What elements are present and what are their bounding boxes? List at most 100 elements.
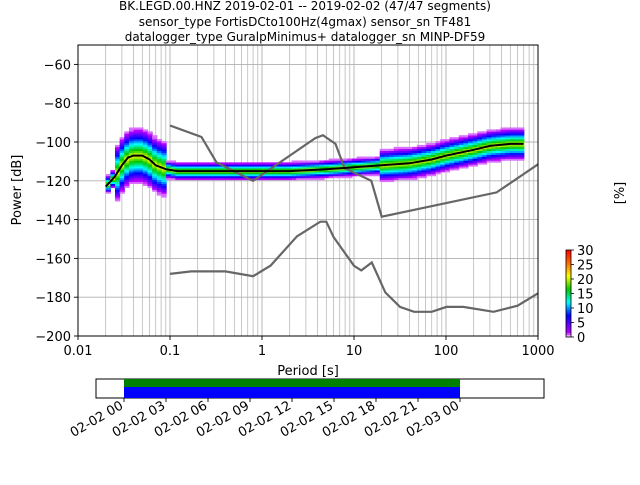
histogram-cell (119, 152, 125, 155)
histogram-cell (156, 191, 163, 194)
histogram-cell (342, 164, 348, 167)
histogram-cell (124, 141, 130, 144)
histogram-cell (328, 164, 334, 167)
histogram-cell (347, 168, 353, 171)
histogram-cell (124, 152, 130, 155)
histogram-cell (245, 174, 251, 177)
histogram-cell (147, 152, 153, 155)
histogram-cell (114, 191, 121, 194)
histogram-cell (263, 177, 269, 181)
histogram-cell (198, 175, 204, 179)
histogram-cell (161, 164, 167, 167)
grid (77, 45, 538, 337)
histogram-cell (477, 154, 483, 157)
histogram-cell (249, 174, 255, 177)
histogram-cell (249, 175, 255, 179)
histogram-cell (347, 162, 353, 165)
histogram-cell (416, 170, 423, 173)
histogram-cell (128, 144, 135, 148)
histogram-cell (305, 166, 311, 169)
histogram-cell (128, 142, 135, 146)
histogram-cell (509, 137, 516, 140)
histogram-cell (500, 156, 506, 159)
histogram-cell (407, 150, 413, 153)
histogram-cell (147, 142, 153, 146)
histogram-cell (314, 162, 320, 165)
histogram-cell (147, 150, 153, 153)
histogram-cell (509, 127, 516, 130)
histogram-cell (161, 152, 167, 155)
histogram-cell (175, 162, 181, 165)
histogram-cell (300, 166, 307, 169)
histogram-cell (193, 172, 200, 175)
histogram-cell (128, 164, 135, 167)
histogram-cell (430, 152, 437, 155)
histogram-cell (124, 142, 130, 146)
histogram-cell (138, 156, 144, 159)
histogram-cell (435, 166, 441, 169)
histogram-cell (412, 172, 418, 175)
colorbar-strip (566, 334, 571, 338)
histogram-cell (449, 166, 455, 169)
histogram-cell (481, 162, 488, 165)
histogram-cell (300, 175, 307, 179)
histogram-cell (152, 158, 158, 161)
histogram-cell (519, 139, 525, 142)
histogram-cell (440, 168, 446, 171)
histogram-cell (198, 162, 204, 165)
colorbar-tick-label: 0 (577, 331, 585, 346)
histogram-cell (481, 139, 488, 142)
histogram-cell (328, 172, 334, 175)
histogram-cell (454, 168, 460, 171)
histogram-cell (500, 141, 506, 144)
histogram-cell (170, 162, 176, 165)
colorbar-tick-label: 15 (577, 288, 594, 303)
histogram-cell (212, 172, 218, 175)
colorbar-strip (566, 304, 571, 307)
colorbar-strip (566, 280, 571, 284)
histogram-cell (147, 170, 153, 173)
histogram-cell (152, 144, 158, 148)
histogram-cell (384, 156, 390, 159)
histogram-cell (477, 139, 483, 142)
histogram-cell (235, 175, 242, 179)
histogram-cell (384, 168, 390, 171)
histogram-cell (324, 162, 330, 165)
histogram-cell (147, 144, 153, 148)
histogram-cell (495, 152, 502, 155)
histogram-cell (124, 133, 130, 136)
colorbar-strip (566, 263, 571, 266)
histogram-cell (454, 156, 460, 159)
histogram-cell (435, 141, 441, 144)
histogram-cell (226, 175, 232, 179)
histogram-cell (133, 142, 139, 146)
histogram-cell (258, 162, 265, 165)
histogram-cell (337, 160, 344, 163)
histogram-cell (477, 152, 483, 155)
histogram-cell (128, 133, 135, 136)
histogram-cell (324, 170, 330, 173)
colorbar-strip (566, 291, 571, 294)
histogram-cell (128, 150, 135, 153)
histogram-cell (184, 172, 190, 175)
histogram-cell (161, 154, 167, 157)
histogram-cell (152, 146, 158, 150)
histogram-cell (305, 174, 311, 177)
histogram-cell (175, 175, 181, 179)
histogram-cell (310, 162, 316, 165)
histogram-cell (342, 158, 348, 161)
title-line-1: BK.LEGD.00.HNZ 2019-02-01 -- 2019-02-02 … (119, 0, 491, 13)
histogram-cell (421, 152, 427, 155)
histogram-cell (249, 177, 255, 181)
histogram-cell (495, 148, 502, 152)
histogram-cell (491, 133, 497, 136)
histogram-cell (421, 168, 427, 171)
histogram-cell (379, 172, 385, 175)
histogram-cell (379, 175, 385, 179)
histogram-cell (138, 164, 144, 167)
histogram-cell (454, 162, 460, 165)
histogram-cell (481, 160, 488, 163)
histogram-cell (519, 156, 525, 159)
histogram-cell (393, 172, 399, 175)
